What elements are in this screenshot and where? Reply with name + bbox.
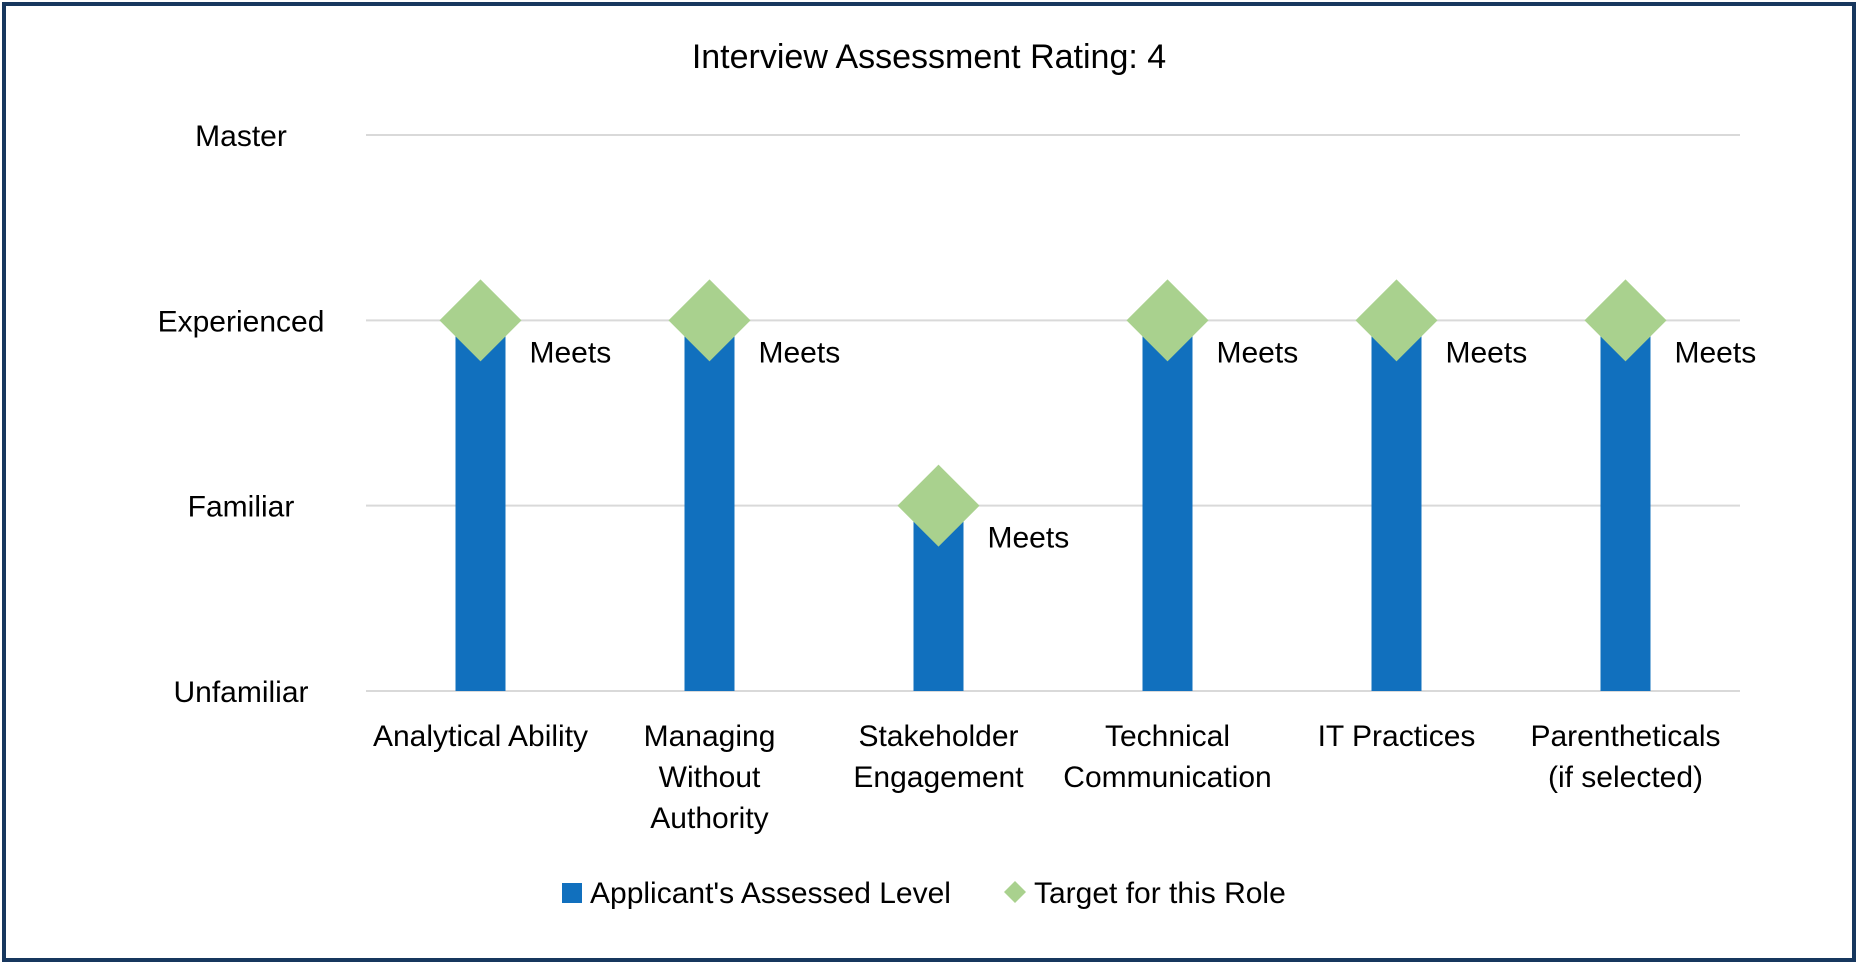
x-tick-line: Stakeholder bbox=[858, 720, 1018, 753]
y-axis-tick-labels: Unfamiliar Familiar Experienced Master bbox=[158, 120, 325, 709]
bar-5 bbox=[1600, 320, 1651, 691]
x-tick-line: Communication bbox=[1063, 761, 1271, 794]
x-tick-line: Engagement bbox=[853, 761, 1024, 794]
legend-swatch-bar bbox=[562, 883, 582, 903]
legend-label-target: Target for this Role bbox=[1034, 877, 1286, 910]
x-tick-line: (if selected) bbox=[1548, 761, 1703, 794]
data-label-0: Meets bbox=[530, 336, 612, 369]
x-tick-line: IT Practices bbox=[1318, 720, 1476, 753]
x-tick-line: Analytical Ability bbox=[373, 720, 588, 753]
target-marker-series bbox=[439, 279, 1667, 547]
target-marker-5 bbox=[1584, 279, 1667, 362]
x-tick-label-4: IT Practices bbox=[1318, 720, 1476, 753]
target-marker-2 bbox=[897, 464, 980, 547]
target-marker-4 bbox=[1355, 279, 1438, 362]
chart-svg: Interview Assessment Rating: 4 Unfamilia… bbox=[158, 38, 1757, 910]
x-tick-label-3: Technical Communication bbox=[1063, 720, 1271, 794]
bar-1 bbox=[684, 320, 735, 691]
bar-4 bbox=[1371, 320, 1422, 691]
data-label-2: Meets bbox=[988, 522, 1070, 555]
data-labels: Meets Meets Meets Meets Meets Meets bbox=[530, 336, 1757, 554]
legend-swatch-diamond bbox=[1004, 881, 1026, 903]
y-tick-label: Familiar bbox=[188, 491, 295, 524]
data-label-4: Meets bbox=[1446, 336, 1528, 369]
x-tick-line: Managing bbox=[644, 720, 776, 753]
legend: Applicant's Assessed Level Target for thi… bbox=[562, 877, 1286, 910]
x-tick-line: Without bbox=[659, 761, 761, 794]
data-label-1: Meets bbox=[759, 336, 841, 369]
gridlines bbox=[366, 134, 1740, 692]
legend-label-bar: Applicant's Assessed Level bbox=[590, 877, 951, 910]
y-tick-label: Unfamiliar bbox=[173, 676, 308, 709]
y-tick-label: Master bbox=[195, 120, 287, 153]
data-label-3: Meets bbox=[1217, 336, 1299, 369]
x-axis-tick-labels: Analytical Ability Managing Without Authori… bbox=[373, 720, 1721, 835]
target-marker-3 bbox=[1126, 279, 1209, 362]
x-tick-label-1: Managing Without Authority bbox=[644, 720, 776, 835]
x-tick-line: Authority bbox=[650, 802, 768, 835]
target-marker-1 bbox=[668, 279, 751, 362]
x-tick-label-5: Parentheticals (if selected) bbox=[1530, 720, 1720, 794]
x-tick-label-2: Stakeholder Engagement bbox=[853, 720, 1024, 794]
x-tick-label-0: Analytical Ability bbox=[373, 720, 588, 753]
bar-0 bbox=[455, 320, 506, 691]
x-tick-line: Parentheticals bbox=[1530, 720, 1720, 753]
y-tick-label: Experienced bbox=[158, 305, 325, 338]
chart-title: Interview Assessment Rating: 4 bbox=[692, 38, 1166, 76]
data-label-5: Meets bbox=[1675, 336, 1757, 369]
target-marker-0 bbox=[439, 279, 522, 362]
x-tick-line: Technical bbox=[1105, 720, 1230, 753]
bar-3 bbox=[1142, 320, 1193, 691]
